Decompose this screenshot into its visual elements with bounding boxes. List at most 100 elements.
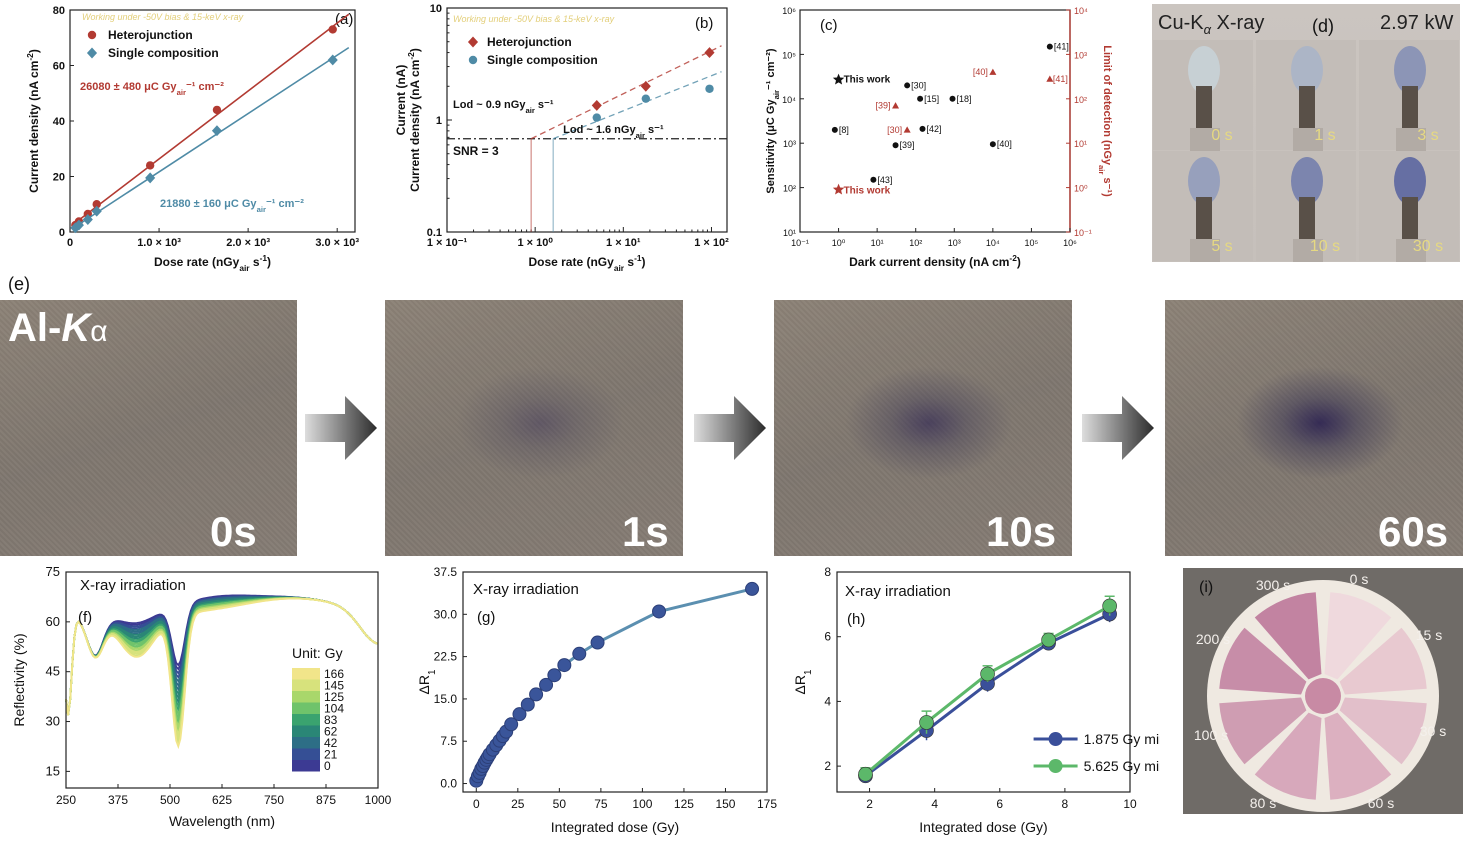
fit-curve [474, 587, 753, 782]
disc-sector [1254, 712, 1322, 800]
arrow-right-icon [1082, 396, 1154, 460]
y-tick-label: 10³ [783, 139, 796, 149]
data-point [547, 668, 562, 683]
fit-annotation: 21880 ± 160 μC Gyair⁻¹ cm⁻² [160, 198, 304, 214]
data-point [70, 222, 81, 234]
x-tick-label: 150 [715, 797, 735, 811]
x-tick-label: 75 [594, 797, 608, 811]
holder-shape [1196, 86, 1212, 136]
point-label: [41] [1053, 74, 1068, 84]
x-axis-label: Integrated dose (Gy) [551, 819, 679, 835]
sensitivity-point [917, 95, 924, 102]
point-label: [39] [900, 140, 915, 150]
drop-shape [1394, 157, 1426, 205]
fit-line [73, 46, 350, 229]
chart-f: 250 375 500 625 750 875 1000 15 30 45 60 75 Waveleng… [11, 564, 392, 829]
sensitivity-point [904, 82, 911, 89]
data-point [529, 687, 544, 702]
fit-line [530, 45, 722, 140]
y-tick-label: 20 [53, 172, 65, 184]
point-label: [40] [973, 67, 988, 77]
x-tick-label: 875 [316, 793, 336, 807]
chart-title: X-ray irradiation [473, 581, 579, 598]
point-label: [30] [911, 80, 926, 90]
legend-swatch [292, 737, 320, 749]
sensitivity-point [870, 176, 877, 183]
legend-entry: Heterojunction [108, 28, 193, 42]
data-point [640, 80, 651, 92]
holder-shape [1402, 86, 1418, 136]
legend-swatch [292, 725, 320, 737]
y-tick-label: 0 [59, 227, 65, 239]
panel-label: (c) [820, 17, 838, 34]
legend-entry: 42 [324, 736, 338, 750]
data-point [520, 697, 535, 712]
photo-i: 0 s 15 s 30 s 60 s 80 s 100 s 200 s 300 s (i) [1183, 568, 1463, 814]
disc-sector [1339, 697, 1427, 765]
x-tick-label: 10⁴ [986, 238, 1000, 248]
plot-frame [799, 9, 1071, 233]
data-point [327, 54, 338, 66]
x-tick-label: 10 [1123, 797, 1137, 811]
base-shape [1190, 239, 1220, 262]
drop-shape [1188, 46, 1220, 94]
arrow-right-icon [694, 396, 766, 460]
y-right-tick-label: 10⁰ [1074, 184, 1088, 194]
y-tick-label: 10⁶ [782, 6, 796, 16]
panel-e-label: (e) [8, 274, 30, 294]
legend-swatch [292, 714, 320, 726]
y-tick-label: 10⁵ [782, 50, 796, 60]
point-label: [8] [839, 125, 849, 135]
point-label: [43] [877, 175, 892, 185]
data-point [504, 717, 519, 732]
arrow-right-icon [305, 396, 377, 460]
data-point [652, 604, 667, 619]
x-tick-label: 1.0 × 10³ [137, 237, 181, 249]
data-point [592, 113, 601, 122]
spectrum-line [65, 597, 379, 750]
data-point [91, 205, 102, 217]
y-tick-label: 10² [783, 184, 796, 194]
data-point [858, 766, 873, 782]
data-point [512, 707, 527, 722]
legend-swatch [292, 668, 320, 680]
y-tick-label: 0.0 [440, 777, 457, 791]
time-label: 30 s [1420, 723, 1446, 739]
data-point [1102, 598, 1117, 614]
legend-entry: 104 [324, 702, 344, 716]
chart-title: X-ray irradiation [845, 583, 951, 600]
plot-frame [836, 571, 1131, 793]
point-label: [40] [997, 139, 1012, 149]
data-point [745, 581, 760, 596]
time-label: 1 s [1314, 127, 1335, 144]
sensitivity-point [831, 126, 838, 133]
lod-point [892, 102, 900, 109]
y-tick-label: 7.5 [440, 734, 457, 748]
photo-e-title: Al-Kα [8, 306, 108, 350]
x-tick-label: 175 [757, 797, 777, 811]
x-tick-label: 10⁻¹ [791, 238, 809, 248]
x-tick-label: 250 [56, 793, 76, 807]
data-point [145, 172, 156, 184]
legend-entry: 62 [324, 725, 338, 739]
y-tick-label: 75 [46, 564, 60, 579]
x-axis-label: Integrated dose (Gy) [919, 819, 1047, 835]
legend-entry: 21 [324, 748, 338, 762]
photo-e-time-0: 0s [210, 508, 257, 555]
x-tick-label: 10⁵ [1025, 238, 1039, 248]
x-tick-label: 1000 [365, 793, 392, 807]
point-label: [30] [887, 125, 902, 135]
legend-title: Unit: Gy [292, 645, 343, 661]
snr-label: SNR = 3 [453, 144, 499, 158]
y-right-tick-label: 10² [1074, 95, 1087, 105]
legend-entry: Heterojunction [487, 35, 572, 49]
holder-shape [1402, 197, 1418, 247]
photo-e-3 [1165, 300, 1463, 556]
photo-i-art: 0 s 15 s 30 s 60 s 80 s 100 s 200 s 300 s (i) [1183, 568, 1463, 814]
chart-b: 1 × 10⁻¹ 1 × 10⁰ 1 × 10¹ 1 × 10² 0.1 1 10 Dose … [394, 3, 729, 273]
y-axis-label-2: Current density (nA cm-2) [406, 48, 422, 192]
time-label: 200 s [1196, 631, 1230, 647]
point-label: [42] [927, 124, 942, 134]
x-axis-label: Dose rate (nGyair s-1) [154, 253, 271, 273]
x-tick-label: 1 × 10² [694, 237, 729, 249]
